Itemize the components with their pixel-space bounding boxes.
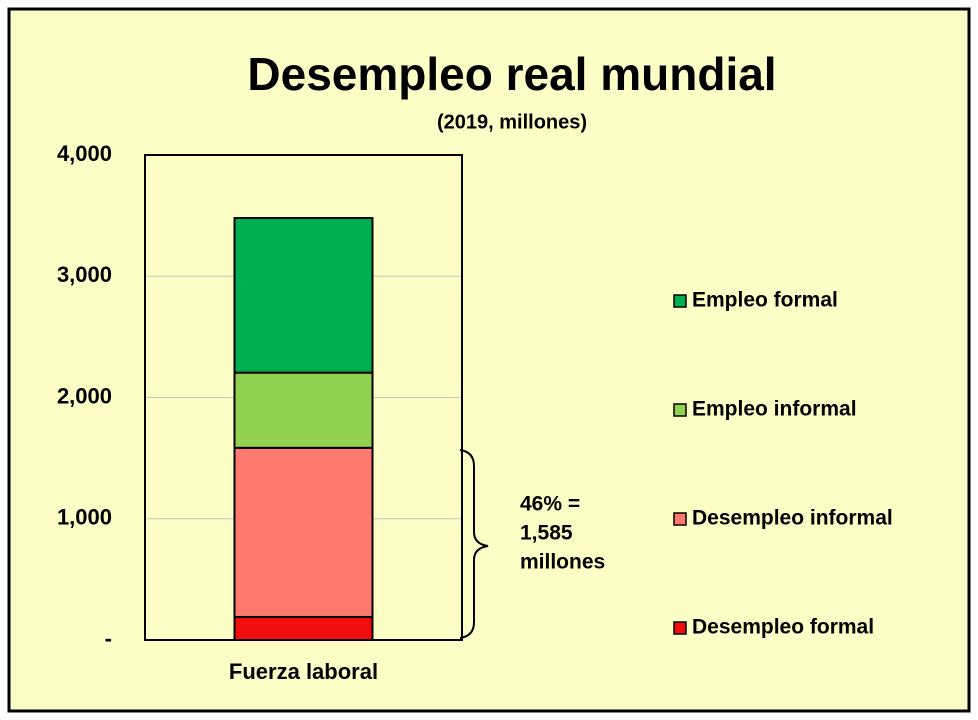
- bar-segment: [233, 217, 374, 374]
- plot-border: [144, 154, 463, 641]
- bar-segment: [233, 615, 374, 642]
- chart-subtitle: (2019, millones): [437, 111, 587, 133]
- y-tick-label: 3,000: [57, 262, 112, 287]
- x-tick-label: Fuerza laboral: [229, 659, 378, 684]
- brace: [459, 449, 489, 639]
- annotation: 1,585: [520, 522, 573, 545]
- legend-label: Desempleo informal: [692, 507, 893, 530]
- y-tick-label: 2,000: [57, 383, 112, 408]
- chart-title: Desempleo real mundial: [247, 48, 776, 100]
- legend-swatch: [673, 294, 687, 308]
- bar-segment: [233, 446, 374, 618]
- bar-segment: [233, 371, 374, 449]
- legend-label: Desempleo formal: [692, 616, 874, 639]
- annotation: 46% =: [520, 493, 580, 516]
- bars: [233, 217, 374, 642]
- y-tick-label: 4,000: [57, 141, 112, 166]
- annotation: millones: [520, 551, 605, 574]
- legend-swatch: [673, 512, 687, 526]
- y-tick-label: -: [105, 626, 112, 651]
- chart-background: [7, 7, 971, 713]
- legend-label: Empleo informal: [692, 398, 857, 421]
- legend-label: Empleo formal: [692, 289, 838, 312]
- legend-swatch: [673, 621, 687, 635]
- legend-swatch: [673, 403, 687, 417]
- y-tick-label: 1,000: [57, 505, 112, 530]
